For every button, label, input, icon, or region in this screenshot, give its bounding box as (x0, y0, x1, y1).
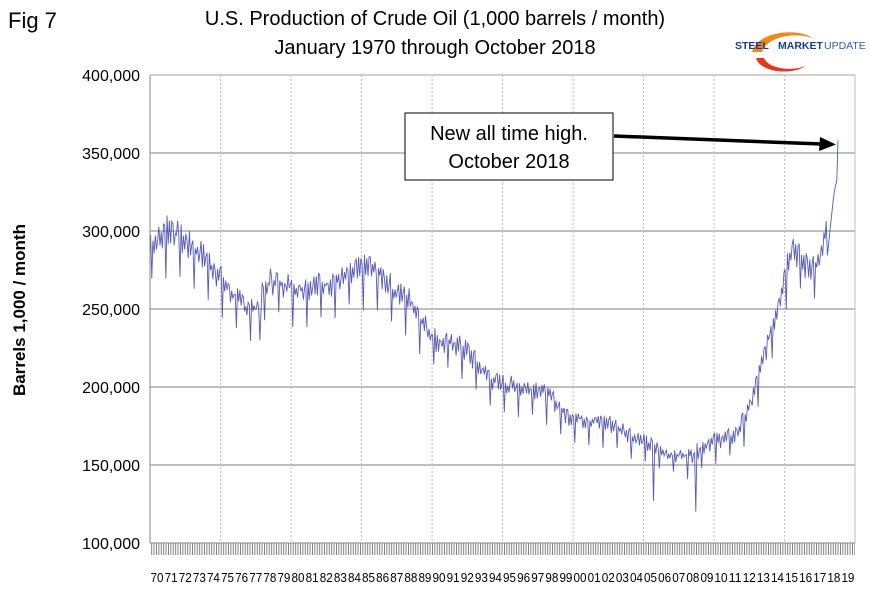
x-tick-label: 97 (531, 570, 544, 585)
x-tick-label: 18 (827, 570, 840, 585)
x-tick-label: 87 (390, 570, 403, 585)
x-tick-label: 77 (249, 570, 262, 585)
chart-subtitle: January 1970 through October 2018 (274, 37, 595, 59)
logo-text-update: UPDATE (824, 40, 866, 52)
x-tick-label: 73 (193, 570, 206, 585)
logo: STEEL MARKET UPDATE (735, 32, 866, 72)
x-tick-label: 70 (151, 570, 164, 585)
annotation: New all time high. October 2018 (404, 112, 836, 181)
annotation-line-1: New all time high. (430, 123, 588, 145)
y-tick-label: 150,000 (82, 458, 140, 475)
x-tick-label: 96 (517, 570, 530, 585)
x-tick-label: 19 (841, 570, 854, 585)
x-tick-label: 01 (588, 570, 601, 585)
x-tick-label: 05 (644, 570, 657, 585)
x-tick-label: 83 (334, 570, 347, 585)
y-tick-label: 200,000 (82, 380, 140, 397)
y-tick-label: 100,000 (82, 536, 140, 553)
x-tick-label: 71 (165, 570, 178, 585)
x-tick-label: 98 (545, 570, 558, 585)
y-tick-label: 350,000 (82, 146, 140, 163)
logo-swoosh-top (752, 32, 812, 52)
x-tick-label: 03 (616, 570, 629, 585)
y-tick-label: 300,000 (82, 224, 140, 241)
x-tick-labels: 70 71 72 73 74 75 76 77 78 79 80 81 82 83 84 85 86 87 88 89… (151, 570, 855, 585)
x-tick-label: 06 (658, 570, 671, 585)
x-tick-label: 14 (771, 570, 784, 585)
x-tick-label: 15 (785, 570, 798, 585)
x-tick-label: 07 (672, 570, 685, 585)
x-tick-label: 10 (715, 570, 728, 585)
annotation-line-2: October 2018 (448, 151, 569, 173)
x-tick-marks (150, 543, 855, 555)
x-tick-label: 80 (292, 570, 305, 585)
x-tick-label: 12 (743, 570, 756, 585)
y-tick-label: 400,000 (82, 68, 140, 85)
x-tick-label: 79 (277, 570, 290, 585)
y-tick-label: 250,000 (82, 302, 140, 319)
x-tick-label: 89 (418, 570, 431, 585)
x-tick-label: 02 (602, 570, 615, 585)
logo-swoosh-bottom (756, 58, 806, 72)
x-tick-label: 17 (813, 570, 826, 585)
chart-title: U.S. Production of Crude Oil (1,000 barr… (205, 8, 665, 30)
annotation-arrow-head (819, 137, 836, 151)
x-tick-label: 86 (376, 570, 389, 585)
x-tick-label: 08 (686, 570, 699, 585)
x-tick-label: 99 (559, 570, 572, 585)
x-tick-label: 84 (348, 570, 361, 585)
logo-text-steel: STEEL (735, 40, 769, 52)
fig-label: Fig 7 (8, 8, 57, 33)
x-tick-label: 75 (221, 570, 234, 585)
annotation-arrow-shaft (613, 134, 823, 146)
y-axis-label: Barrels 1,000 / month (10, 224, 29, 396)
x-tick-label: 90 (433, 570, 446, 585)
annotation-box (404, 112, 614, 181)
x-tick-label: 16 (799, 570, 812, 585)
logo-text-market: MARKET (778, 40, 823, 52)
x-tick-label: 78 (263, 570, 276, 585)
x-tick-label: 74 (207, 570, 220, 585)
x-tick-label: 91 (447, 570, 460, 585)
x-tick-label: 93 (475, 570, 488, 585)
x-tick-label: 85 (362, 570, 375, 585)
x-tick-label: 72 (179, 570, 192, 585)
x-tick-label: 13 (757, 570, 770, 585)
x-tick-label: 81 (306, 570, 319, 585)
y-tick-labels: 100,000 150,000 200,000 250,000 300,000 350,0… (82, 68, 140, 553)
x-tick-label: 76 (235, 570, 248, 585)
x-tick-label: 94 (489, 570, 502, 585)
x-tick-label: 04 (630, 570, 643, 585)
x-tick-label: 00 (574, 570, 587, 585)
x-tick-label: 11 (729, 570, 742, 585)
x-tick-label: 88 (404, 570, 417, 585)
gridlines (150, 74, 856, 543)
series-line-crude-oil (150, 140, 839, 512)
x-tick-label: 95 (503, 570, 516, 585)
x-tick-label: 82 (320, 570, 333, 585)
x-tick-label: 09 (700, 570, 713, 585)
x-tick-label: 92 (461, 570, 474, 585)
